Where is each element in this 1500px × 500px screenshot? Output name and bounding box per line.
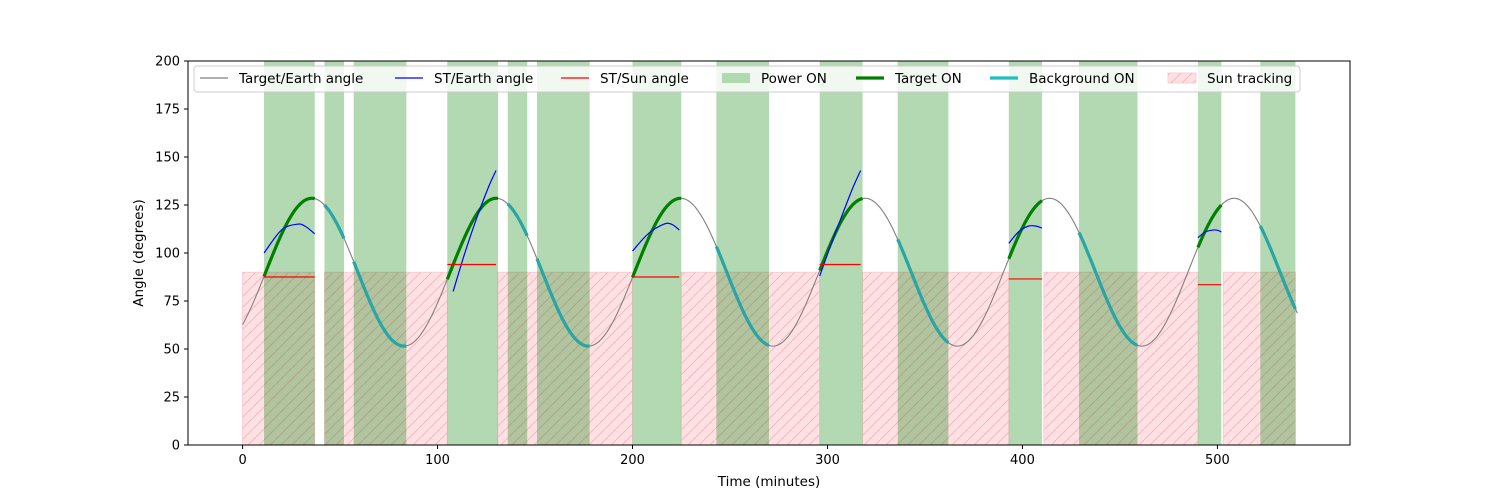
power-on-layer xyxy=(264,61,1296,445)
background-on-segment xyxy=(714,245,770,347)
power-on-span xyxy=(447,61,498,445)
st-earth-angle-segment xyxy=(632,222,680,252)
power-on-span xyxy=(264,61,315,445)
sun-tracking-hatch xyxy=(324,272,448,445)
legend-entry: Background ON xyxy=(990,71,1135,87)
st-earth-angle-segment xyxy=(263,223,316,254)
y-tick-label: 125 xyxy=(155,199,180,214)
st-earth-angle-segment xyxy=(819,170,862,277)
target-on-segment xyxy=(1007,199,1043,260)
legend-entry: Target/Earth angle xyxy=(200,71,363,87)
legend: Target/Earth angle ST/Earth angle ST/Sun a… xyxy=(193,65,1301,93)
x-tick-label: 500 xyxy=(1205,453,1230,468)
power-on-span xyxy=(324,61,344,445)
legend-entry: ST/Earth angle xyxy=(395,71,533,87)
sun-tracking-edge xyxy=(862,271,1010,445)
y-tick-label: 200 xyxy=(155,55,180,70)
sun-tracking-layer xyxy=(242,271,1296,445)
sun-tracking-edge xyxy=(497,271,633,445)
legend-label: Power ON xyxy=(761,71,827,87)
background-on-segment xyxy=(323,203,346,240)
x-tick-label: 100 xyxy=(425,453,450,468)
x-tick-label: 0 xyxy=(238,453,246,468)
y-tick-label: 150 xyxy=(155,151,180,166)
power-on-span xyxy=(353,61,407,445)
power-on-span xyxy=(897,61,949,445)
y-tick-label: 75 xyxy=(163,295,180,310)
power-on-span xyxy=(507,61,528,445)
y-tick-label: 175 xyxy=(155,103,180,118)
y-axis-label: Angle (degrees) xyxy=(131,199,147,307)
legend-label: Background ON xyxy=(1029,71,1135,87)
x-tick-label: 400 xyxy=(1010,453,1035,468)
sun-tracking-hatch xyxy=(862,272,1009,445)
legend-label: Sun tracking xyxy=(1207,71,1292,87)
target-on-segment xyxy=(445,196,499,280)
sun-tracking-edge xyxy=(1043,271,1199,445)
legend-entry: ST/Sun angle xyxy=(561,71,689,87)
legend-entry: Sun tracking xyxy=(1167,71,1292,87)
sun-tracking-edge xyxy=(242,271,316,445)
power-on-span xyxy=(1197,61,1222,445)
x-tick-label: 300 xyxy=(815,453,840,468)
background-on-segment xyxy=(535,258,590,348)
sun-tracking-hatch xyxy=(497,272,633,445)
power-on-span xyxy=(716,61,769,445)
background-on-segment xyxy=(506,202,529,237)
target-on-segment xyxy=(818,197,863,272)
y-tick-label: 100 xyxy=(155,247,180,262)
power-on-span xyxy=(1008,61,1042,445)
legend-label: ST/Sun angle xyxy=(600,71,689,87)
x-axis-label: Time (minutes) xyxy=(717,474,821,490)
st-earth-angle-segment xyxy=(1008,225,1043,244)
legend-label: Target/Earth angle xyxy=(238,71,363,87)
axes-layer: 0 100 200 300 400 500 0 25 50 75 100 125 150 175 200 xyxy=(155,55,1351,468)
background-on-segment xyxy=(352,261,407,348)
sun-tracking-edge xyxy=(1222,271,1296,445)
y-tick-label: 25 xyxy=(163,391,180,406)
y-tick-label: 50 xyxy=(163,343,180,358)
sun-tracking-hatch xyxy=(681,272,820,445)
sun-tracking-hatch xyxy=(1043,272,1198,445)
sun-tracking-edge xyxy=(324,271,448,445)
x-tick-label: 200 xyxy=(620,453,645,468)
st-earth-angle-segment xyxy=(1197,229,1222,239)
legend-entry: Power ON xyxy=(722,71,827,87)
background-on-segment xyxy=(896,238,950,344)
power-on-span xyxy=(632,61,682,445)
legend-label: ST/Earth angle xyxy=(434,71,533,87)
sun-tracking-hatch xyxy=(1223,272,1296,445)
legend-patch-swatch xyxy=(722,73,750,83)
target-on-segment xyxy=(631,196,682,278)
legend-entry: Target ON xyxy=(856,71,962,87)
lines-layer xyxy=(242,170,1298,348)
power-on-span xyxy=(1260,61,1296,445)
sun-tracking-edge xyxy=(680,271,821,445)
background-on-segment xyxy=(1077,231,1139,347)
power-on-span xyxy=(536,61,590,445)
target-on-segment xyxy=(262,196,316,277)
legend-label: Target ON xyxy=(894,71,962,87)
y-tick-label: 0 xyxy=(172,439,180,454)
legend-hatch-swatch xyxy=(1168,73,1196,83)
sun-tracking-hatch xyxy=(242,272,315,445)
background-on-segment xyxy=(1258,225,1297,310)
target-on-segment xyxy=(1196,203,1223,249)
